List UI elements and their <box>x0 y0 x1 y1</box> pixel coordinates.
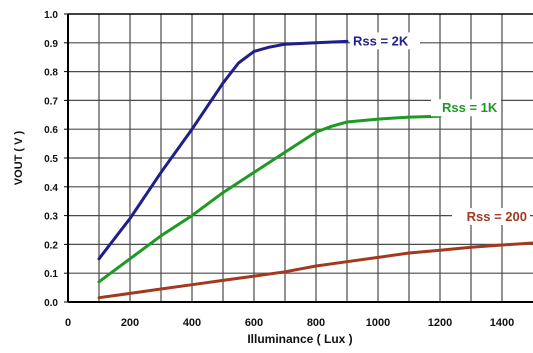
y-tick-label: 0.9 <box>44 39 58 50</box>
y-tick-label: 0.7 <box>44 96 58 107</box>
y-axis-label: VOUT ( V ) <box>13 130 25 185</box>
series-label-1: Rss = 1K <box>442 100 498 115</box>
x-tick-label: 1000 <box>366 317 390 329</box>
series-line-2 <box>97 241 533 300</box>
x-tick-label: 1400 <box>490 317 514 329</box>
series-label-background <box>452 207 530 225</box>
y-tick-label: 0.2 <box>44 240 58 251</box>
axes <box>64 13 533 303</box>
x-tick-label: 400 <box>183 317 201 329</box>
series-label-background <box>431 99 501 117</box>
series-label-background <box>350 32 420 50</box>
y-tick-label: 0.4 <box>44 183 58 194</box>
y-tick-label: 1.0 <box>44 10 58 21</box>
x-tick-label: 800 <box>307 317 325 329</box>
x-tick-labels: 0 200 400 600 800 1000 1200 1400 <box>65 317 514 329</box>
series-lines <box>97 39 533 300</box>
series-line-1 <box>97 114 442 284</box>
y-tick-label: 0.6 <box>44 125 58 136</box>
x-axis-label: Illuminance ( Lux ) <box>247 332 352 346</box>
y-tick-label: 0.8 <box>44 68 58 79</box>
y-tick-label: 0.3 <box>44 212 58 223</box>
series-line-0 <box>97 39 349 261</box>
x-tick-label: 600 <box>245 317 263 329</box>
x-tick-label: 1200 <box>428 317 452 329</box>
y-tick-label: 0.1 <box>44 269 58 280</box>
x-tick-label: 200 <box>121 317 139 329</box>
y-tick-label: 0.5 <box>44 154 58 165</box>
y-tick-labels: 0.0 0.1 0.2 0.3 0.4 0.5 0.6 0.7 0.8 0.9 1.0 <box>44 10 58 309</box>
y-tick-label: 0.0 <box>44 298 58 309</box>
series-labels: Rss = 2K Rss = 1K Rss = 200 <box>350 32 530 225</box>
series-label-2: Rss = 200 <box>467 209 527 224</box>
series-label-0: Rss = 2K <box>353 33 409 48</box>
x-tick-label: 0 <box>65 317 71 329</box>
